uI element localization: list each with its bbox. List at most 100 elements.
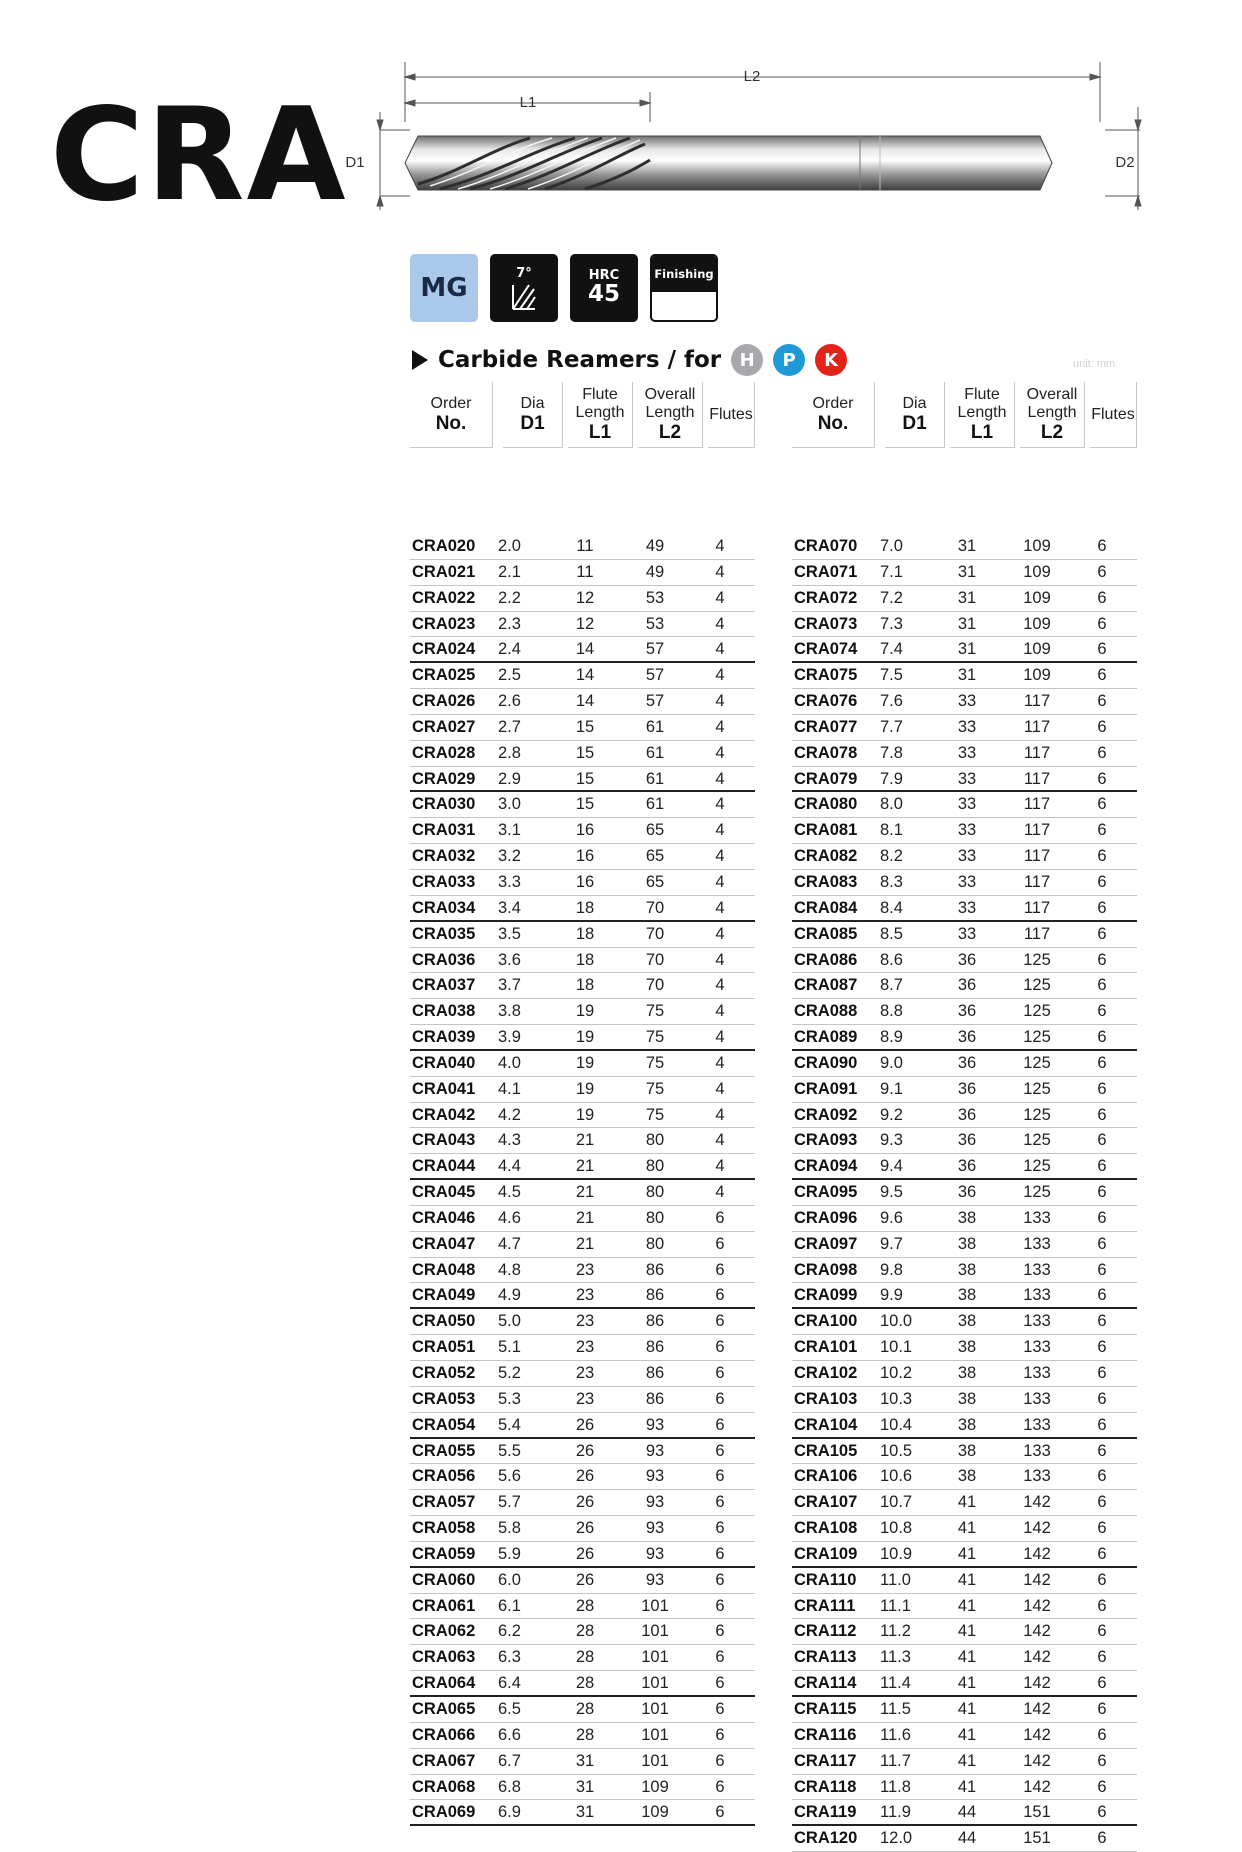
overall-length-cell: 109 [1023,562,1051,581]
order-no-cell: CRA060 [412,1570,476,1589]
order-no-cell: CRA074 [794,640,858,659]
dia-cell: 10.3 [880,1389,913,1408]
flute-length-cell: 36 [957,1002,977,1021]
order-no-cell: CRA056 [412,1467,476,1486]
dia-cell: 5.6 [498,1467,521,1486]
spec-table-left: Order No. Dia D1 Flute Length L1 Overall Leng… [410,382,755,1827]
dia-cell: 7.2 [880,588,903,607]
flute-length-cell: 38 [957,1338,977,1357]
order-no-cell: CRA043 [412,1131,476,1150]
table-row: CRA099 9.9 38 133 6 [792,1283,1137,1310]
flutes-cell: 6 [1097,1208,1107,1227]
order-no-cell: CRA084 [794,898,858,917]
dia-cell: 4.9 [498,1286,521,1305]
dia-cell: 9.8 [880,1260,903,1279]
overall-length-cell: 125 [1023,1183,1051,1202]
flutes-cell: 6 [1097,1725,1107,1744]
flute-length-cell: 21 [575,1157,595,1176]
flute-length-cell: 36 [957,1079,977,1098]
dia-cell: 9.5 [880,1183,903,1202]
table-row: CRA088 8.8 36 125 6 [792,999,1137,1026]
table-row: CRA116 11.6 41 142 6 [792,1723,1137,1749]
order-no-cell: CRA051 [412,1338,476,1357]
flute-length-cell: 18 [575,924,595,943]
flutes-cell: 4 [715,847,725,866]
table-row: CRA052 5.2 23 86 6 [410,1361,755,1387]
flute-length-cell: 44 [957,1803,977,1822]
order-no-cell: CRA034 [412,898,476,917]
flute-length-cell: 41 [957,1570,977,1589]
flutes-cell: 4 [715,950,725,969]
order-no-cell: CRA095 [794,1183,858,1202]
table-row: CRA063 6.3 28 101 6 [410,1645,755,1672]
flutes-cell: 4 [715,640,725,659]
order-no-cell: CRA031 [412,821,476,840]
hardness-label: HRC [588,268,620,284]
overall-length-cell: 101 [641,1674,669,1693]
order-no-cell: CRA083 [794,872,858,891]
helix-angle-icon [512,283,536,310]
order-no-cell: CRA089 [794,1028,858,1047]
order-no-cell: CRA042 [412,1105,476,1124]
flute-length-cell: 31 [957,588,977,607]
order-no-cell: CRA028 [412,743,476,762]
flute-length-cell: 21 [575,1131,595,1150]
section-heading: Carbide Reamers / for H P K [412,344,848,376]
flute-length-cell: 41 [957,1493,977,1512]
table-row: CRA081 8.1 33 117 6 [792,818,1137,845]
order-no-cell: CRA102 [794,1364,858,1382]
dia-cell: 11.2 [880,1622,911,1641]
order-no-cell: CRA030 [412,795,476,814]
order-no-cell: CRA077 [794,717,858,736]
header-flutes: Flutes [708,382,755,448]
table-row: CRA090 9.0 36 125 6 [792,1051,1137,1077]
dia-cell: 11.5 [880,1699,911,1718]
table-row: CRA064 6.4 28 101 6 [410,1671,755,1697]
table-row: CRA071 7.1 31 109 6 [792,560,1137,586]
overall-length-cell: 93 [645,1415,665,1434]
dia-cell: 9.6 [880,1208,903,1227]
flutes-cell: 6 [1097,872,1107,891]
order-no-cell: CRA115 [794,1699,857,1718]
flutes-cell: 6 [1097,1105,1107,1124]
table-row: CRA095 9.5 36 125 6 [792,1180,1137,1206]
dia-cell: 8.0 [880,795,903,814]
flute-length-cell: 38 [957,1234,977,1253]
flutes-cell: 6 [715,1699,725,1718]
flutes-cell: 4 [715,924,725,943]
flute-length-cell: 41 [957,1777,977,1796]
header-overall-length: Overall Length L2 [638,382,703,448]
flute-length-cell: 16 [575,872,595,891]
table-row: CRA107 10.7 41 142 6 [792,1490,1137,1517]
order-no-cell: CRA063 [412,1648,476,1667]
overall-length-cell: 57 [645,640,665,659]
table-row: CRA056 5.6 26 93 6 [410,1464,755,1491]
dia-cell: 11.8 [880,1777,911,1796]
dia-cell: 4.4 [498,1157,521,1176]
table-row: CRA042 4.2 19 75 4 [410,1103,755,1129]
flutes-cell: 4 [715,666,725,685]
flutes-cell: 6 [1097,1002,1107,1021]
dia-cell: 3.4 [498,898,521,917]
dim-label-d1: D1 [345,154,364,171]
table-row: CRA102 10.2 38 133 6 [792,1361,1137,1387]
flute-length-cell: 38 [957,1208,977,1227]
flute-length-cell: 18 [575,976,595,995]
dia-cell: 9.9 [880,1286,903,1305]
flutes-cell: 6 [1097,1389,1107,1408]
order-no-cell: CRA076 [794,692,858,711]
overall-length-cell: 125 [1023,1079,1051,1098]
order-no-cell: CRA027 [412,717,476,736]
dia-cell: 4.7 [498,1234,521,1253]
overall-length-cell: 142 [1023,1519,1051,1538]
flutes-cell: 4 [715,1157,725,1176]
flutes-cell: 6 [715,1364,725,1382]
header-order-no: Order No. [410,382,493,448]
dia-cell: 7.9 [880,769,903,788]
flutes-cell: 6 [1097,1674,1107,1693]
overall-length-cell: 133 [1023,1338,1051,1357]
flute-length-cell: 15 [575,795,595,814]
flutes-cell: 6 [715,1493,725,1512]
order-no-cell: CRA047 [412,1234,476,1253]
flute-length-cell: 18 [575,950,595,969]
